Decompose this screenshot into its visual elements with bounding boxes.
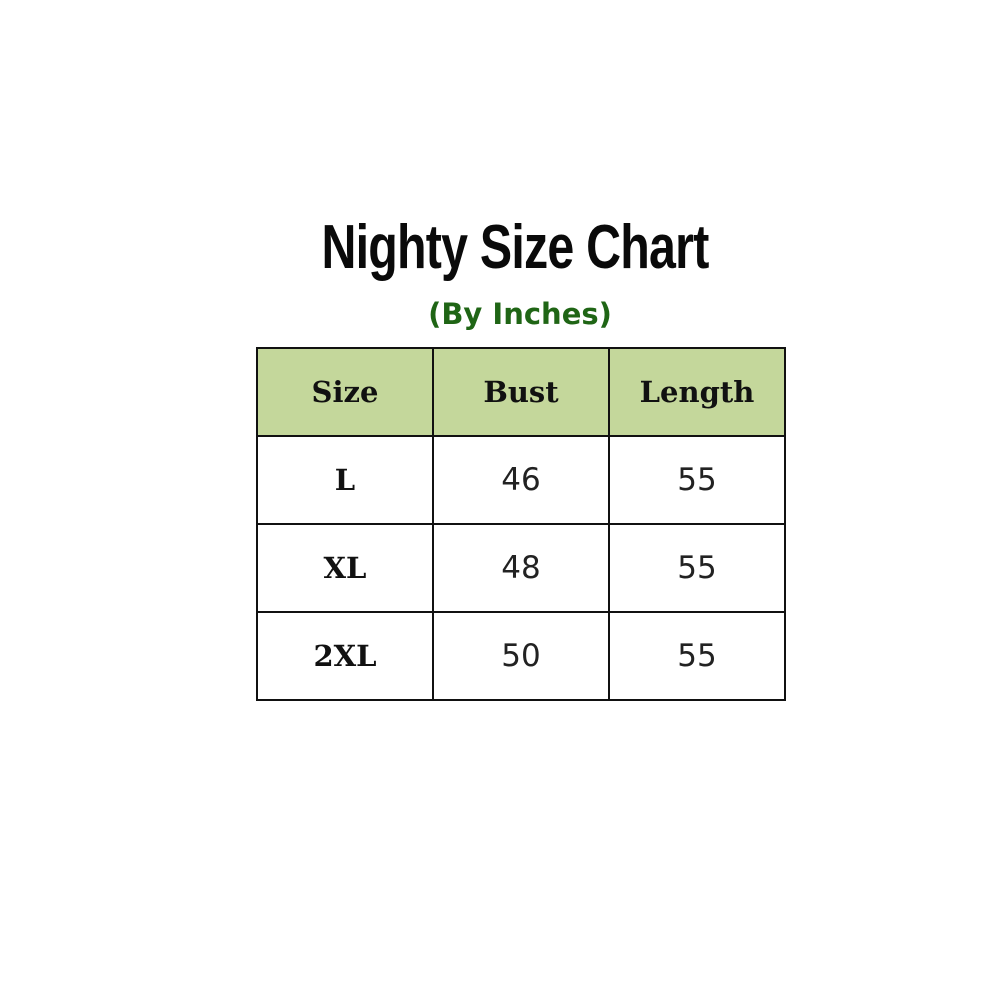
header-size: Size [256,347,434,437]
cell-length: 55 [608,523,786,613]
cell-bust: 46 [432,435,610,525]
page-subtitle: (By Inches) [428,297,612,331]
cell-size: XL [256,523,434,613]
cell-length: 55 [608,611,786,701]
header-length: Length [608,347,786,437]
table-row: XL 48 55 [256,523,786,613]
header-bust: Bust [432,347,610,437]
page-title: Nighty Size Chart [321,213,709,282]
cell-bust: 48 [432,523,610,613]
cell-size: 2XL [256,611,434,701]
table-row: L 46 55 [256,435,786,525]
table-header-row: Size Bust Length [256,347,786,437]
size-chart-table: Size Bust Length L 46 55 XL 48 55 2XL 50… [256,347,786,701]
cell-size: L [256,435,434,525]
cell-bust: 50 [432,611,610,701]
table-row: 2XL 50 55 [256,611,786,701]
cell-length: 55 [608,435,786,525]
